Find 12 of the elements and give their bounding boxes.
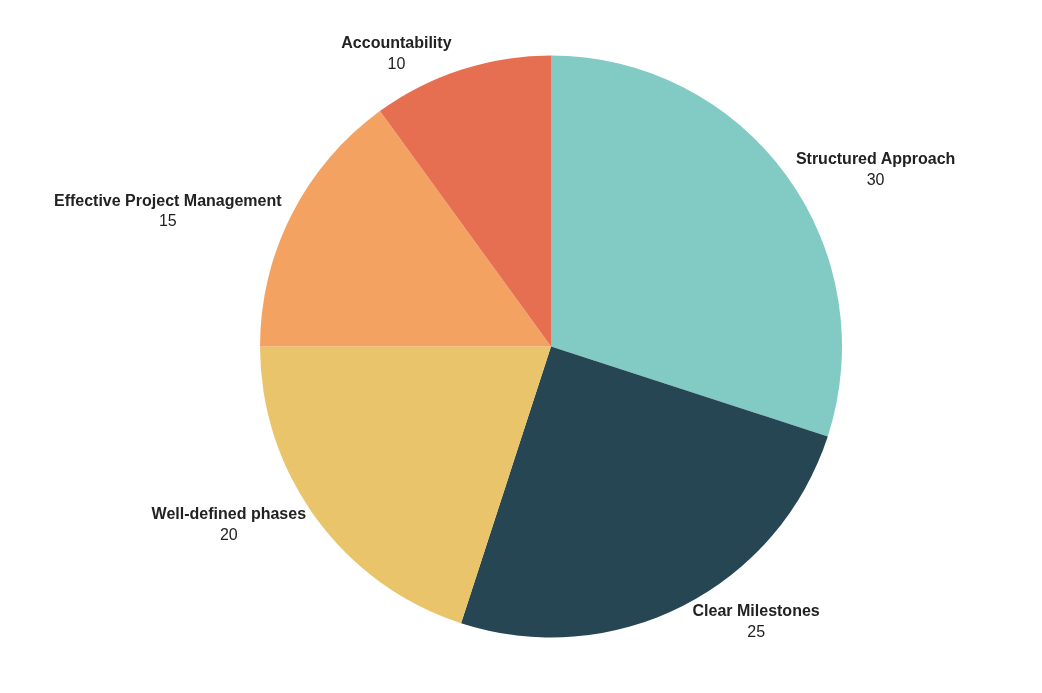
pie-slice <box>461 346 828 638</box>
slice-label: Clear Milestones <box>692 601 820 619</box>
slice-label: Well-defined phases <box>151 505 307 523</box>
data-label: 15 <box>158 212 177 230</box>
data-label: 20 <box>219 525 238 543</box>
slice-label: Effective Project Management <box>53 191 283 209</box>
slice-label: Accountability <box>341 33 452 51</box>
slice-label: Structured Approach <box>795 150 956 168</box>
data-label: 10 <box>387 54 406 72</box>
data-label: 25 <box>747 622 766 640</box>
data-label: 30 <box>866 170 885 188</box>
pie-slice <box>379 55 551 347</box>
